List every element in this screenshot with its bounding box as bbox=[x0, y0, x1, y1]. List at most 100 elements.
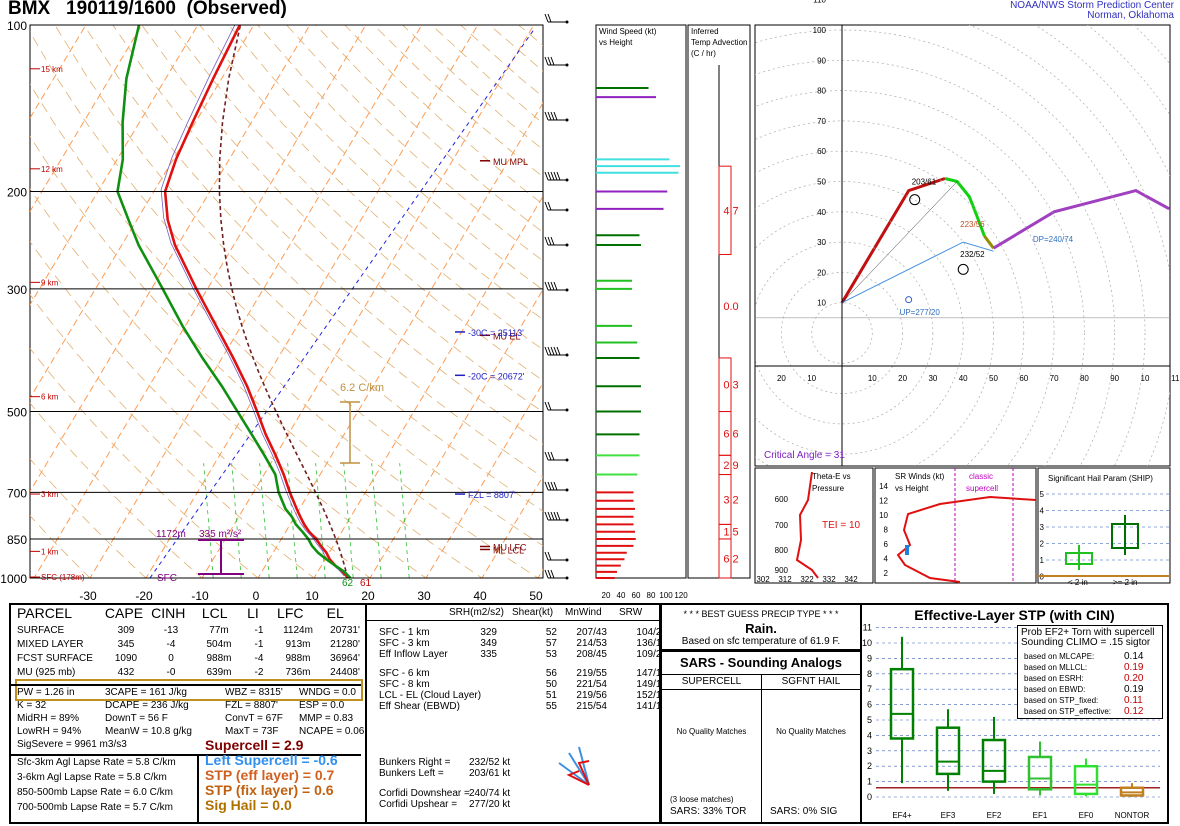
barb-dot bbox=[565, 408, 569, 412]
parcel-cell: 913m bbox=[285, 639, 311, 650]
barb-red bbox=[566, 760, 590, 786]
storm-motion-value: 277/20 kt bbox=[469, 799, 511, 810]
advection-title-3: (C / hr) bbox=[691, 49, 716, 58]
parcel-cell: 309 bbox=[117, 625, 135, 636]
bunkers-right-label: 232/52 bbox=[960, 250, 985, 259]
stp-category: EF3 bbox=[941, 811, 956, 820]
barb-flag bbox=[547, 401, 552, 411]
divider bbox=[197, 754, 199, 822]
wind-speed-tick: 120 bbox=[674, 591, 688, 600]
ml-lcl-label: ML LCL bbox=[493, 545, 524, 555]
parcel-cell: 504m bbox=[206, 639, 232, 650]
barb-flag bbox=[550, 236, 555, 246]
kin-cell: 329 bbox=[480, 627, 497, 638]
sr-marker bbox=[905, 545, 909, 555]
lapse-rate-label: 6.2 C/km bbox=[340, 382, 384, 394]
stp-ytick: 11 bbox=[863, 623, 872, 633]
height-label: 3 km bbox=[41, 490, 59, 499]
kin-cell: 53 bbox=[545, 649, 557, 660]
mu-mpl-label: MU MPL bbox=[493, 157, 528, 167]
wind-speed-tick: 80 bbox=[647, 591, 656, 600]
parcel-cell: 36964' bbox=[330, 653, 360, 664]
kin-cell: 207/43 bbox=[576, 627, 607, 638]
kin-cell: 335 bbox=[480, 649, 497, 660]
barb-flag bbox=[544, 451, 549, 461]
kinematic-table: SRH(m2/s2) Shear(kt) MnWind SRW SFC - 1 km 32… bbox=[367, 605, 667, 822]
ring-label-x: 50 bbox=[989, 374, 998, 383]
ring-label: 70 bbox=[817, 117, 826, 126]
stp-basis-value: 0.11 bbox=[1124, 695, 1143, 706]
isotherm bbox=[30, 25, 143, 213]
wind-speed-tick: 60 bbox=[632, 591, 641, 600]
dry-adiabat bbox=[30, 188, 427, 578]
org-line-1: NOAA/NWS Storm Prediction Center bbox=[1010, 0, 1174, 11]
wind-barb bbox=[544, 511, 569, 522]
hodograph-ring bbox=[811, 302, 873, 364]
sr-ytick: 12 bbox=[879, 497, 888, 506]
corfidi-downshear-label: DP=240/74 bbox=[1033, 235, 1074, 244]
dry-adiabat bbox=[548, 25, 1180, 590]
misc-index: ConvT = 67F bbox=[225, 713, 283, 724]
advection-title-2: Temp Advection bbox=[691, 38, 747, 47]
theta-e-xtick: 322 bbox=[800, 575, 814, 584]
parcel-row: MU (925 mb) 432 -0 639m -2 736m 24408' bbox=[17, 667, 360, 681]
theta-e-xtick: 342 bbox=[844, 575, 858, 584]
stp-title: Effective-Layer STP (with CIN) bbox=[914, 607, 1115, 623]
kinematics-panel: SRH(m2/s2) Shear(kt) MnWind SRW SFC - 1 km 32… bbox=[365, 603, 667, 824]
ring-label-x: 40 bbox=[959, 374, 968, 383]
storm-motion-value: 203/61 kt bbox=[469, 768, 511, 779]
hodograph-ring bbox=[755, 60, 1115, 466]
parcel-header: PARCEL bbox=[17, 605, 72, 621]
stp-iqr bbox=[981, 738, 1007, 783]
precip-basis: Based on sfc temperature of 61.9 F. bbox=[681, 636, 841, 647]
barb-flag bbox=[550, 569, 555, 579]
lapse-rate: 850-500mb Lapse Rate = 6.0 C/km bbox=[17, 787, 173, 798]
barb-dot bbox=[565, 20, 569, 24]
parcel-cell: 639m bbox=[206, 667, 232, 678]
height-label: SFC (178m) bbox=[41, 573, 85, 582]
stp-iqr bbox=[1073, 764, 1099, 796]
wb20-label: -20C = 20672' bbox=[468, 371, 525, 381]
misc-index: NCAPE = 0.06 bbox=[299, 726, 365, 737]
barb-flag bbox=[550, 481, 555, 491]
pressure-tick-label: 1000 bbox=[0, 572, 27, 586]
barb-flag bbox=[556, 171, 561, 181]
dry-adiabat bbox=[30, 347, 259, 578]
parcel-cell: -0 bbox=[166, 667, 176, 678]
sr-winds-title: SR Winds (kt) bbox=[895, 472, 945, 481]
kin-header: SRH(m2/s2) bbox=[449, 607, 505, 618]
ring-label-x: 60 bbox=[1019, 374, 1028, 383]
stp-basis-value: 0.14 bbox=[1124, 651, 1144, 662]
kin-cell: SFC - 8 km bbox=[379, 679, 430, 690]
stp-legend: Prob EF2+ Torn with supercell Sounding C… bbox=[1017, 625, 1163, 719]
tei-label: TEI = 10 bbox=[822, 520, 861, 531]
kin-cell: Eff Shear (EBWD) bbox=[379, 701, 460, 712]
stp-iqr bbox=[1027, 755, 1053, 791]
ship-ytick: 1 bbox=[1040, 556, 1045, 565]
ring-label-x: 30 bbox=[928, 374, 937, 383]
kin-header: Shear(kt) bbox=[512, 607, 554, 618]
sars-hail-matches: No Quality Matches bbox=[776, 727, 846, 736]
theta-e-frame bbox=[754, 467, 874, 584]
stp-iqr bbox=[889, 667, 915, 740]
stp-basis-value: 0.19 bbox=[1124, 662, 1144, 673]
sr-ytick: 4 bbox=[884, 555, 889, 564]
barb-flag bbox=[553, 281, 558, 291]
dry-adiabat bbox=[54, 25, 543, 512]
stp-box: EF1 bbox=[1027, 741, 1053, 820]
stp-box: EF0 bbox=[1073, 758, 1099, 820]
dewpoint-profile bbox=[116, 25, 352, 578]
barb-dot bbox=[565, 208, 569, 212]
kin-cell: 208/45 bbox=[576, 649, 607, 660]
barb-flag bbox=[547, 201, 552, 211]
parcel-cell: -4 bbox=[166, 639, 176, 650]
stp-ytick: 0 bbox=[867, 792, 872, 802]
barb-flag bbox=[544, 201, 549, 211]
kin-cell: SFC - 3 km bbox=[379, 638, 430, 649]
lapse-rate-bracket bbox=[340, 401, 360, 464]
kin-cell: 149/10 bbox=[636, 679, 667, 690]
divider bbox=[11, 684, 361, 686]
mixing-ratio-line bbox=[203, 463, 214, 578]
misc-index: 3CAPE = 161 J/kg bbox=[105, 687, 187, 698]
barb-flag bbox=[547, 111, 552, 121]
